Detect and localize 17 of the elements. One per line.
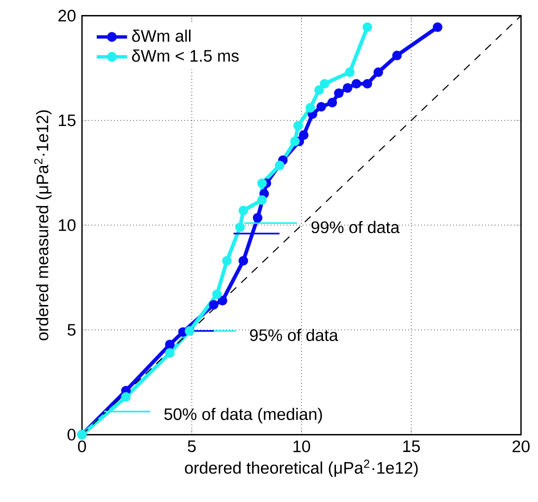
- x-tick-label: 5: [188, 440, 196, 452]
- x-tick-label: 20: [512, 440, 530, 452]
- annotation: 50% of data (median): [164, 408, 322, 424]
- y-tick-label: 20: [58, 10, 76, 22]
- x-tick-label: 0: [78, 440, 86, 452]
- y-tick-label: 10: [58, 219, 76, 232]
- legend-label: δWm all: [132, 30, 190, 42]
- x-tick-label: 15: [403, 440, 420, 452]
- annotation: 99% of data: [311, 220, 400, 234]
- y-axis-title: ordered measured (μPa$^{2}$·1e12): [34, 110, 52, 340]
- x-axis-title: ordered theoretical (μPa$^{2}$·1e12): [184, 460, 418, 478]
- y-tick-label: 5: [68, 324, 76, 336]
- y-tick-label: 0: [68, 428, 76, 441]
- annotation: 95% of data: [250, 328, 338, 342]
- y-tick-label: 15: [58, 114, 76, 126]
- x-tick-label: 10: [294, 440, 310, 452]
- legend-label: δWm < 1.5 ms: [132, 50, 239, 62]
